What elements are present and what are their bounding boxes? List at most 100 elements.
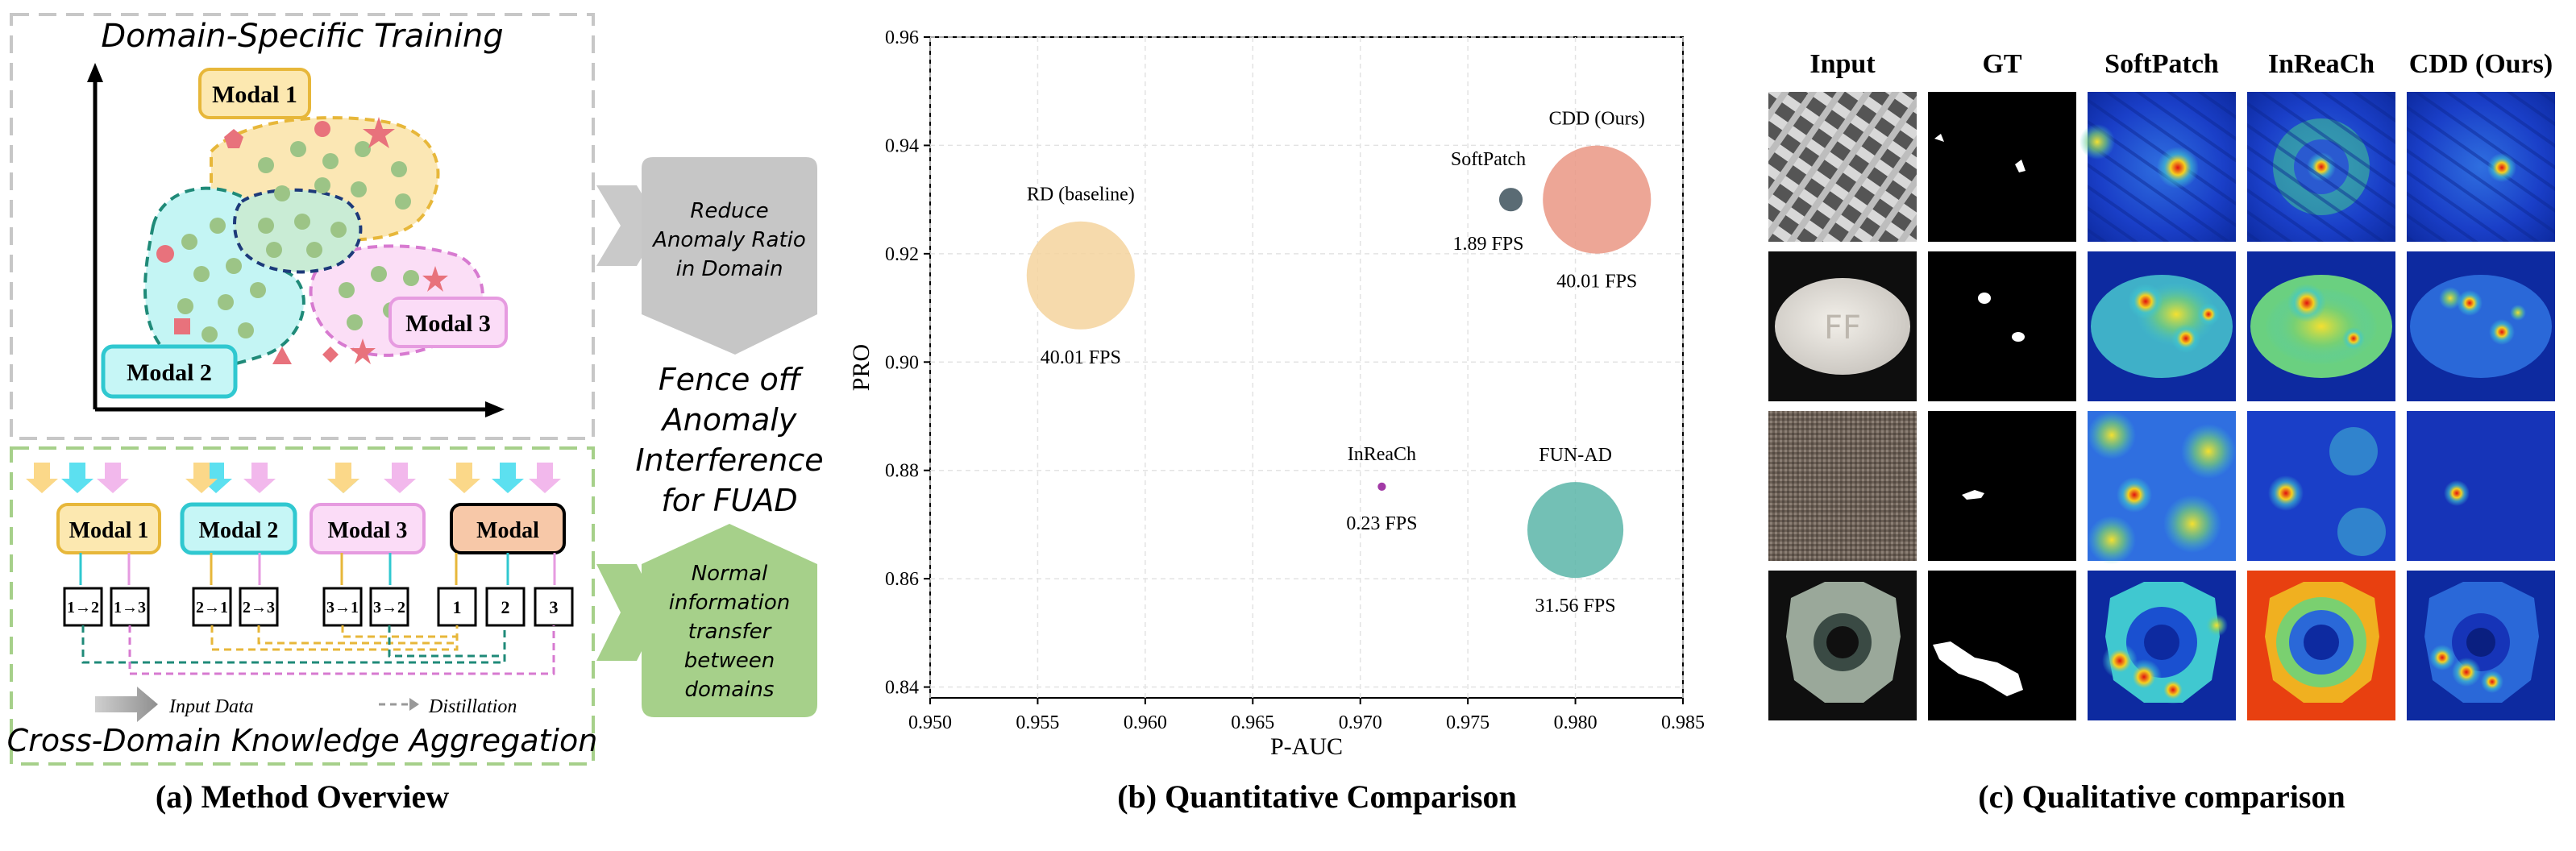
top-title: Domain-Specific Training bbox=[101, 18, 503, 55]
fps-inreach: 0.23 FPS bbox=[1346, 513, 1417, 534]
fps-fun-ad: 31.56 FPS bbox=[1535, 596, 1616, 616]
y-tick-label: 0.84 bbox=[885, 678, 919, 699]
fps-cdd-ours: 40.01 FPS bbox=[1556, 272, 1637, 293]
caption-a: (a) Method Overview bbox=[156, 778, 449, 815]
caption-c: (c) Qualitative comparison bbox=[1978, 778, 2345, 815]
center-line-2: Anomaly bbox=[660, 402, 797, 438]
bottom-arrow-line-3: transfer bbox=[688, 620, 773, 644]
x-tick-label: 0.950 bbox=[908, 712, 952, 733]
bottom-frame bbox=[10, 446, 595, 766]
panel-c: Input GT SoftPatch InReaCh CDD (Ours) FF bbox=[1768, 49, 2555, 815]
x-axis-arrow bbox=[485, 401, 505, 417]
label-rd-baseline: RD (baseline) bbox=[1027, 185, 1135, 205]
y-tick-label: 0.96 bbox=[885, 27, 919, 48]
top-arrow-line-1: Reduce bbox=[690, 199, 768, 223]
kd-box-4: 2→3 bbox=[243, 599, 275, 616]
modal1-label-box bbox=[198, 68, 311, 119]
bottom-arrow-line-2: information bbox=[669, 591, 791, 615]
bottom-arrow-line-5: domains bbox=[685, 678, 775, 702]
kd-box-1: 1→2 bbox=[67, 599, 99, 616]
legend-distill-arrow-icon bbox=[409, 698, 419, 711]
data-points: RD (baseline) 40.01 FPS SoftPatch 1.89 FPS C… bbox=[1026, 109, 1652, 616]
center-line-1: Fence off bbox=[659, 362, 804, 397]
x-axis-label: P-AUC bbox=[1270, 733, 1343, 760]
gt-mask-1 bbox=[1928, 92, 2076, 242]
y-axis-label: PRO bbox=[848, 344, 875, 391]
legend-input-arrow-icon bbox=[95, 687, 158, 722]
point-cdd-ours bbox=[1543, 145, 1652, 254]
x-tick-label: 0.955 bbox=[1016, 712, 1059, 733]
bottom-arrow-box bbox=[642, 524, 817, 717]
y-tick-label: 0.94 bbox=[885, 135, 919, 156]
row-1 bbox=[1768, 92, 2555, 242]
point-rd-baseline bbox=[1026, 221, 1135, 330]
normal-samples bbox=[177, 141, 447, 342]
fps-softpatch: 1.89 FPS bbox=[1452, 234, 1523, 255]
modal-to-kd-arrows bbox=[79, 553, 556, 585]
caption-b: (b) Quantitative Comparison bbox=[1117, 778, 1517, 815]
kd-box-3: 2→1 bbox=[196, 599, 228, 616]
kd-box-9: 3 bbox=[550, 597, 559, 617]
point-softpatch bbox=[1498, 188, 1523, 212]
bottom-modal2-box bbox=[180, 502, 297, 555]
heatmap-cdd-3 bbox=[2407, 411, 2555, 561]
x-tick-label: 0.975 bbox=[1446, 712, 1490, 733]
y-tick-label: 0.86 bbox=[885, 569, 919, 590]
fps-rd-baseline: 40.01 FPS bbox=[1041, 347, 1121, 368]
bottom-title: Cross-Domain Knowledge Aggregation bbox=[7, 723, 598, 758]
legend-input-label: Input Data bbox=[168, 696, 254, 717]
col-gt: GT bbox=[1982, 49, 2021, 79]
col-inreach: InReaCh bbox=[2268, 49, 2374, 79]
input-image-grid bbox=[1768, 92, 1917, 242]
modal3-label-box bbox=[388, 297, 508, 348]
bottom-modal3-box bbox=[310, 503, 426, 554]
col-cdd: CDD (Ours) bbox=[2409, 49, 2553, 79]
label-cdd-ours: CDD (Ours) bbox=[1549, 109, 1645, 130]
modal1-label: Modal 1 bbox=[212, 81, 297, 108]
x-tick-label: 0.960 bbox=[1124, 712, 1167, 733]
row-3 bbox=[1768, 411, 2555, 564]
modal2-label: Modal 2 bbox=[127, 359, 212, 386]
pill-imprint: FF bbox=[1824, 309, 1861, 347]
center-line-3: Interference bbox=[635, 442, 823, 478]
x-tick-label: 0.965 bbox=[1231, 712, 1274, 733]
distillation-links bbox=[81, 625, 555, 675]
row-2: FF bbox=[1768, 251, 2555, 401]
y-tick-label: 0.88 bbox=[885, 461, 919, 482]
y-axis-arrow bbox=[87, 63, 103, 82]
col-input: Input bbox=[1809, 49, 1876, 79]
gt-mask-3 bbox=[1928, 411, 2076, 561]
plot-area bbox=[929, 36, 1684, 699]
bottom-modal1-label: Modal 1 bbox=[69, 518, 149, 543]
grid-lines bbox=[929, 36, 1684, 698]
kd-boxes: 1→2 1→3 2→1 2→3 3→1 3→2 1 2 3 bbox=[63, 587, 574, 627]
panel-a: Domain-Specific Training bbox=[7, 13, 824, 815]
panel-b-chart: 0.950 0.955 0.960 0.965 0.970 0.975 0.980 0.985… bbox=[848, 27, 1705, 815]
bottom-modal3-label: Modal 3 bbox=[328, 518, 408, 543]
kd-box-5: 3→1 bbox=[326, 599, 359, 616]
top-arrow-line-3: in Domain bbox=[676, 257, 783, 281]
col-softpatch: SoftPatch bbox=[2104, 49, 2219, 79]
bottom-modal2-label: Modal 2 bbox=[199, 518, 279, 543]
x-tick-label: 0.970 bbox=[1339, 712, 1382, 733]
row-4 bbox=[1768, 571, 2555, 720]
label-fun-ad: FUN-AD bbox=[1539, 445, 1612, 466]
input-image-fabric bbox=[1768, 411, 1917, 561]
kd-box-8: 2 bbox=[501, 597, 510, 617]
kd-box-7: 1 bbox=[453, 597, 462, 617]
y-ticks: 0.84 0.86 0.88 0.90 0.92 0.94 0.96 bbox=[885, 27, 930, 699]
x-tick-label: 0.985 bbox=[1661, 712, 1705, 733]
x-tick-label: 0.980 bbox=[1554, 712, 1598, 733]
top-arrow-line-2: Anomaly Ratio bbox=[651, 228, 806, 252]
label-softpatch: SoftPatch bbox=[1451, 149, 1526, 170]
bottom-arrow-line-4: between bbox=[684, 649, 775, 673]
kd-box-2: 1→3 bbox=[114, 599, 146, 616]
top-arrow-box bbox=[642, 157, 817, 355]
y-tick-label: 0.90 bbox=[885, 352, 919, 373]
top-frame bbox=[10, 13, 595, 440]
point-inreach bbox=[1377, 482, 1386, 491]
bottom-arrow-line-1: Normal bbox=[692, 562, 768, 586]
modal2-label-box bbox=[101, 344, 238, 399]
x-ticks: 0.950 0.955 0.960 0.965 0.970 0.975 0.980 0.985 bbox=[908, 698, 1705, 733]
